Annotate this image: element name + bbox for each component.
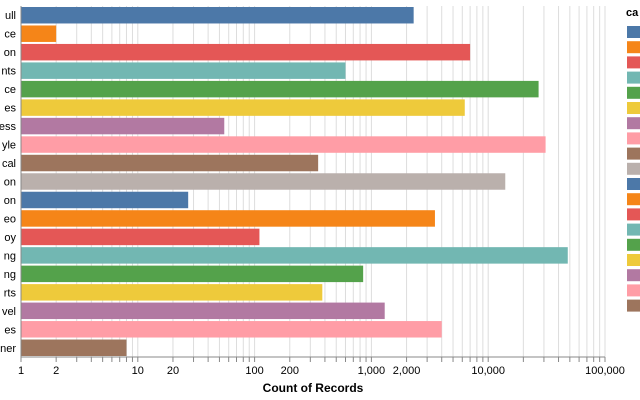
legend-swatch bbox=[627, 117, 640, 130]
x-tick-label: 10,000 bbox=[471, 365, 505, 377]
x-tick-label: 100,000 bbox=[585, 365, 625, 377]
x-tick-label: 200 bbox=[281, 365, 299, 377]
legend-swatch bbox=[627, 102, 640, 114]
legend-swatch bbox=[627, 147, 640, 160]
legend-swatch bbox=[627, 132, 640, 145]
legend-swatch bbox=[627, 71, 640, 84]
bar bbox=[21, 80, 539, 98]
x-tick-label: 10 bbox=[132, 365, 144, 377]
bar bbox=[21, 247, 568, 264]
category-label: yle bbox=[2, 140, 16, 152]
legend-swatch bbox=[627, 41, 640, 54]
bar bbox=[21, 191, 189, 209]
category-label: ce bbox=[4, 29, 16, 41]
category-label: rts bbox=[4, 287, 17, 299]
x-tick-label: 1,000 bbox=[358, 365, 386, 377]
legend-swatch bbox=[627, 299, 640, 312]
legend-swatch bbox=[627, 162, 640, 175]
category-label: cal bbox=[2, 158, 16, 170]
category-label: ng bbox=[4, 250, 16, 262]
bar bbox=[21, 321, 442, 338]
legend-swatch bbox=[627, 223, 640, 236]
legend-swatch bbox=[627, 178, 640, 190]
bar bbox=[21, 154, 319, 172]
bar bbox=[21, 117, 225, 135]
category-label: nts bbox=[1, 66, 16, 78]
x-tick-label: 2 bbox=[53, 365, 59, 377]
bar bbox=[21, 7, 414, 24]
bar bbox=[21, 43, 471, 61]
legend: ca bbox=[626, 7, 640, 312]
legend-swatch bbox=[627, 208, 640, 221]
bar bbox=[21, 265, 364, 283]
category-label: on bbox=[4, 177, 16, 189]
category-label: eo bbox=[4, 213, 16, 225]
legend-swatch bbox=[627, 56, 640, 69]
category-label: vel bbox=[2, 306, 16, 318]
bar bbox=[21, 25, 57, 42]
x-tick-label: 100 bbox=[245, 365, 263, 377]
category-label: ng bbox=[4, 269, 16, 281]
category-label: ce bbox=[4, 84, 16, 96]
bar bbox=[21, 284, 323, 301]
legend-swatch bbox=[627, 86, 640, 99]
legend-swatch bbox=[627, 26, 640, 38]
legend-swatch bbox=[627, 269, 640, 282]
bar bbox=[21, 302, 385, 320]
legend-swatch bbox=[627, 193, 640, 206]
category-labels: ull ce on nts ce es ess yle cal on on eo oy ng ng rts ve… bbox=[0, 6, 22, 357]
legend-title: ca bbox=[626, 7, 639, 19]
legend-swatch bbox=[627, 238, 640, 251]
category-label: ner bbox=[0, 343, 16, 355]
category-label: ess bbox=[0, 121, 16, 133]
x-tick-label: 2,000 bbox=[393, 365, 421, 377]
bar bbox=[21, 62, 346, 79]
category-label: on bbox=[4, 47, 16, 59]
x-tick-label: 20 bbox=[167, 365, 179, 377]
category-label: oy bbox=[4, 232, 16, 244]
category-label: ull bbox=[5, 10, 16, 22]
bars bbox=[21, 7, 568, 356]
category-label: es bbox=[4, 324, 16, 336]
x-axis: 1 2 10 20 100 200 1,000 2,000 10,000 100,000 bbox=[18, 356, 625, 377]
x-tick-label: 1 bbox=[18, 365, 24, 377]
category-label: es bbox=[4, 103, 16, 115]
bar bbox=[21, 228, 260, 246]
bar bbox=[21, 210, 435, 227]
bar bbox=[21, 173, 506, 190]
legend-swatch bbox=[627, 284, 640, 297]
x-axis-title: Count of Records bbox=[263, 381, 364, 395]
legend-swatch bbox=[627, 254, 640, 266]
bar bbox=[21, 136, 546, 153]
bar bbox=[21, 99, 465, 116]
bar bbox=[21, 339, 127, 356]
category-label: on bbox=[4, 195, 16, 207]
